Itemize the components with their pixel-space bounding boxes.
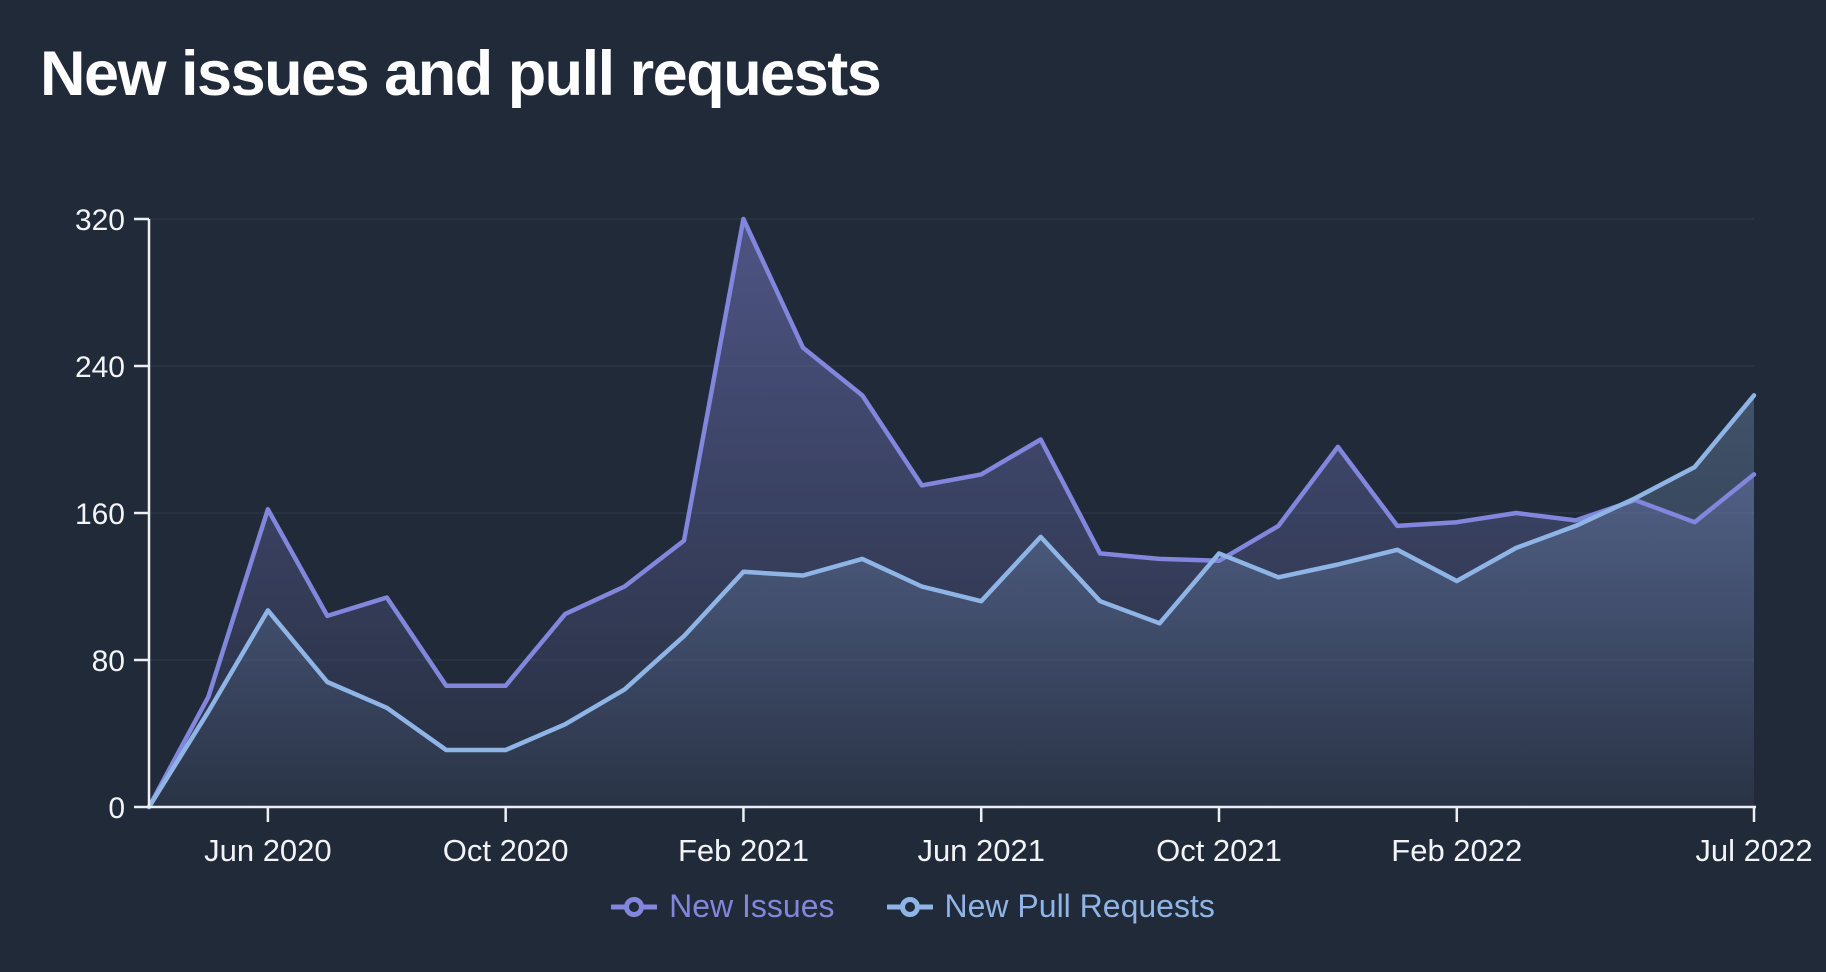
x-tick-label: Jun 2021 bbox=[917, 833, 1045, 868]
x-tick-label: Jun 2020 bbox=[204, 833, 332, 868]
y-tick-label: 320 bbox=[75, 204, 125, 237]
new-pull-requests-line bbox=[146, 393, 1757, 810]
new-pull-requests-area bbox=[149, 395, 1754, 807]
legend-label: New Pull Requests bbox=[944, 888, 1215, 924]
legend-marker-icon bbox=[611, 896, 658, 917]
legend-marker-icon bbox=[886, 896, 933, 917]
x-tick-label: Oct 2020 bbox=[443, 833, 569, 868]
x-tick-label: Jul 2022 bbox=[1695, 833, 1812, 868]
x-tick-label: Feb 2021 bbox=[678, 833, 809, 868]
legend: New Issues New Pull Requests bbox=[0, 888, 1826, 925]
y-tick-label: 80 bbox=[92, 645, 125, 678]
y-tick-label: 240 bbox=[75, 351, 125, 384]
x-tick-label: Feb 2022 bbox=[1391, 833, 1522, 868]
legend-label: New Issues bbox=[669, 888, 835, 924]
legend-item-new-issues[interactable]: New Issues bbox=[611, 888, 835, 925]
x-tick-label: Oct 2021 bbox=[1156, 833, 1282, 868]
y-tick-label: 0 bbox=[108, 792, 125, 825]
y-tick-label: 160 bbox=[75, 498, 125, 531]
new-issues-line bbox=[146, 216, 1757, 810]
chart-title: New issues and pull requests bbox=[40, 39, 882, 109]
legend-item-new-pull-requests[interactable]: New Pull Requests bbox=[886, 888, 1215, 925]
